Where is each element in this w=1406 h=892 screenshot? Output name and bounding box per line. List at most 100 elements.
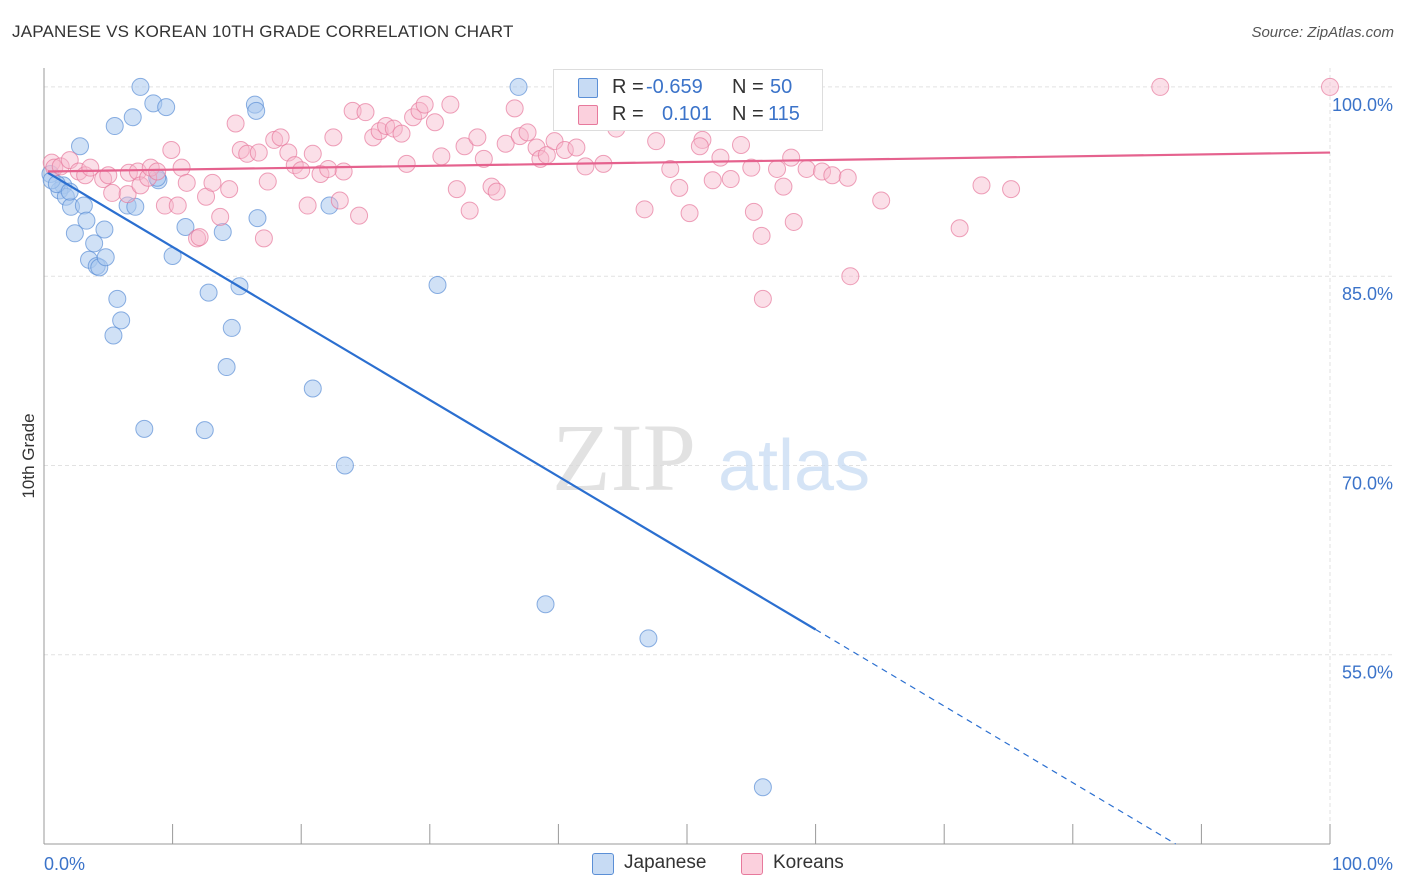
n-value: 115 xyxy=(768,103,800,125)
japanese-point xyxy=(157,98,176,117)
koreans-point xyxy=(527,138,546,157)
japanese-point xyxy=(74,196,93,215)
koreans-point xyxy=(1002,180,1021,199)
koreans-point xyxy=(172,158,191,177)
watermark: ZIP atlas xyxy=(552,404,870,511)
japanese-point xyxy=(509,77,528,96)
japanese-point xyxy=(248,209,267,228)
koreans-point xyxy=(441,95,460,114)
n-label: N = xyxy=(732,76,764,98)
legend-row-koreans: R = 0.101 N = 115 xyxy=(554,101,822,127)
japanese-point xyxy=(247,101,266,120)
japanese-legend-label: Japanese xyxy=(624,852,707,873)
koreans-point xyxy=(455,137,474,156)
koreans-point xyxy=(119,163,138,182)
japanese-point xyxy=(428,276,447,295)
koreans-point xyxy=(797,159,816,178)
koreans-point xyxy=(330,191,349,210)
koreans-point xyxy=(249,143,268,162)
axis-labels: 100.0% 85.0% 70.0% 55.0% 0.0% 100.0% 10th Grad… xyxy=(19,95,1393,874)
koreans-point xyxy=(680,204,699,223)
koreans-point xyxy=(258,172,277,191)
koreans-point xyxy=(254,229,273,248)
axes xyxy=(43,68,1331,845)
japanese-point xyxy=(176,217,195,236)
koreans-point xyxy=(162,141,181,160)
japanese-point xyxy=(112,311,131,330)
koreans-point xyxy=(950,219,969,238)
koreans-point xyxy=(576,157,595,176)
japanese-point xyxy=(108,289,127,308)
koreans-point xyxy=(343,101,362,120)
koreans-point xyxy=(148,162,167,181)
x-tick-label: 100.0% xyxy=(1332,854,1393,874)
koreans-point xyxy=(823,166,842,185)
y-axis-label: 10th Grade xyxy=(19,413,38,498)
r-label: R = xyxy=(612,76,644,98)
koreans-point xyxy=(303,144,322,163)
koreans-point xyxy=(211,207,230,226)
koreans-point xyxy=(324,128,343,147)
koreans-legend-swatch xyxy=(741,853,763,875)
koreans-point xyxy=(203,173,222,192)
japanese-point xyxy=(320,196,339,215)
koreans-point xyxy=(768,159,787,178)
koreans-swatch xyxy=(578,105,598,125)
koreans-point xyxy=(271,128,290,147)
n-value: 50 xyxy=(770,76,793,98)
koreans-point xyxy=(292,161,311,180)
koreans-point xyxy=(415,95,434,114)
watermark-zip: ZIP xyxy=(552,404,696,511)
japanese-point xyxy=(639,629,658,648)
koreans-point xyxy=(1321,77,1339,96)
koreans-point xyxy=(1151,77,1170,96)
koreans-point xyxy=(518,123,537,142)
trend-lines xyxy=(47,151,1331,845)
koreans-point xyxy=(474,149,493,168)
japanese-point xyxy=(303,379,322,398)
japanese-trend-extension xyxy=(815,628,1176,845)
koreans-point xyxy=(460,201,479,220)
koreans-point xyxy=(732,135,751,154)
watermark-atlas: atlas xyxy=(718,426,870,506)
japanese-point xyxy=(77,211,96,230)
r-label: R = xyxy=(612,103,644,125)
koreans-point xyxy=(397,154,416,173)
koreans-point xyxy=(841,267,860,286)
koreans-point xyxy=(103,183,122,202)
koreans-point xyxy=(647,132,666,151)
koreans-point xyxy=(567,138,586,157)
koreans-point xyxy=(131,176,150,195)
koreans-point xyxy=(190,228,209,247)
koreans-point xyxy=(690,137,709,156)
japanese-point xyxy=(753,778,772,797)
koreans-point xyxy=(545,132,564,151)
y-tick-label: 55.0% xyxy=(1342,663,1393,683)
legend-row-japanese: R = -0.659 N = 50 xyxy=(554,74,822,100)
koreans-point xyxy=(356,103,375,122)
japanese-point xyxy=(335,456,354,475)
japanese-point xyxy=(222,318,241,337)
koreans-point xyxy=(482,177,501,196)
koreans-legend-label: Koreans xyxy=(773,852,844,873)
koreans-point xyxy=(364,128,383,147)
koreans-point xyxy=(447,180,466,199)
japanese-point xyxy=(131,77,150,96)
japanese-point xyxy=(95,220,114,239)
koreans-point xyxy=(752,226,771,245)
koreans-point xyxy=(118,185,137,204)
koreans-point xyxy=(838,168,857,187)
japanese-point xyxy=(213,223,232,242)
japanese-point xyxy=(199,283,218,302)
koreans-point xyxy=(774,177,793,196)
legend-item-koreans: Koreans xyxy=(741,851,861,877)
japanese-point xyxy=(71,137,90,156)
koreans-point xyxy=(226,114,245,133)
koreans-trend-line xyxy=(47,151,1331,173)
koreans-point xyxy=(711,148,730,167)
koreans-point xyxy=(496,134,515,153)
n-label: N = xyxy=(732,103,764,125)
japanese-point xyxy=(85,234,104,253)
japanese-point xyxy=(65,224,84,243)
koreans-point xyxy=(555,141,574,160)
